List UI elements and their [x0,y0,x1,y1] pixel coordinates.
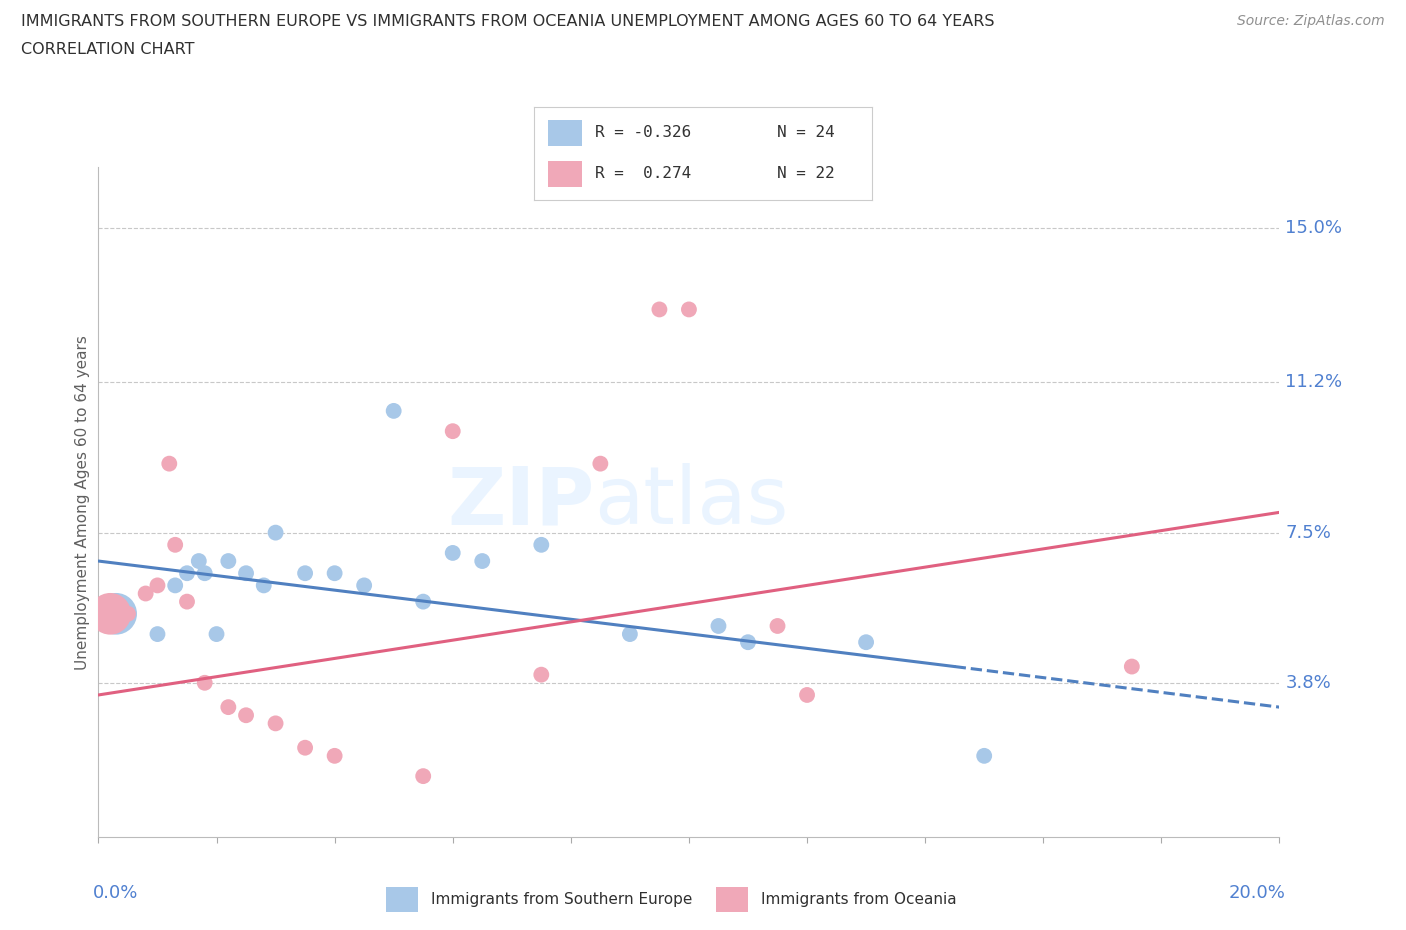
Text: Source: ZipAtlas.com: Source: ZipAtlas.com [1237,14,1385,28]
Bar [716,887,748,912]
Point [294,565,316,580]
Point [737,635,759,650]
Point [382,404,405,418]
Point [217,553,239,568]
Point [264,525,287,540]
Point [353,578,375,592]
Point [105,606,128,621]
Point [530,667,553,682]
Point [157,457,180,472]
Point [217,699,239,714]
Point [619,627,641,642]
Text: N = 24: N = 24 [778,126,835,140]
Point [648,302,671,317]
Point [146,627,169,642]
Bar [387,887,419,912]
Text: ZIP: ZIP [447,463,595,541]
Text: 0.0%: 0.0% [93,884,138,902]
Text: 11.2%: 11.2% [1285,374,1343,392]
Point [707,618,730,633]
Point [165,538,187,552]
Point [194,565,217,580]
Point [176,594,198,609]
Point [441,424,464,439]
Point [235,708,257,723]
Point [117,606,139,621]
Text: N = 22: N = 22 [778,166,835,181]
Point [766,618,789,633]
Point [471,553,494,568]
Point [855,635,877,650]
Text: Immigrants from Oceania: Immigrants from Oceania [761,892,957,908]
Text: atlas: atlas [595,463,789,541]
Point [412,769,434,784]
Text: 7.5%: 7.5% [1285,524,1331,541]
Point [176,565,198,580]
Point [194,675,217,690]
Point [678,302,700,317]
Point [264,716,287,731]
Point [135,586,157,601]
Point [796,687,818,702]
Point [98,606,121,621]
Point [323,749,346,764]
Point [187,553,209,568]
Point [441,546,464,561]
Point [589,457,612,472]
Point [235,565,257,580]
Point [412,594,434,609]
Text: 15.0%: 15.0% [1285,219,1343,237]
Point [165,578,187,592]
Point [1121,659,1143,674]
Point [973,749,995,764]
Point [530,538,553,552]
Point [205,627,228,642]
Point [146,578,169,592]
Bar [548,120,582,146]
Point [253,578,276,592]
Point [323,565,346,580]
Point [294,740,316,755]
Text: R = -0.326: R = -0.326 [595,126,692,140]
Text: R =  0.274: R = 0.274 [595,166,692,181]
Bar [548,161,582,187]
Text: 3.8%: 3.8% [1285,674,1331,692]
Text: CORRELATION CHART: CORRELATION CHART [21,42,194,57]
Text: Immigrants from Southern Europe: Immigrants from Southern Europe [432,892,693,908]
Text: 20.0%: 20.0% [1229,884,1285,902]
Text: IMMIGRANTS FROM SOUTHERN EUROPE VS IMMIGRANTS FROM OCEANIA UNEMPLOYMENT AMONG AG: IMMIGRANTS FROM SOUTHERN EUROPE VS IMMIG… [21,14,994,29]
Y-axis label: Unemployment Among Ages 60 to 64 years: Unemployment Among Ages 60 to 64 years [75,335,90,670]
